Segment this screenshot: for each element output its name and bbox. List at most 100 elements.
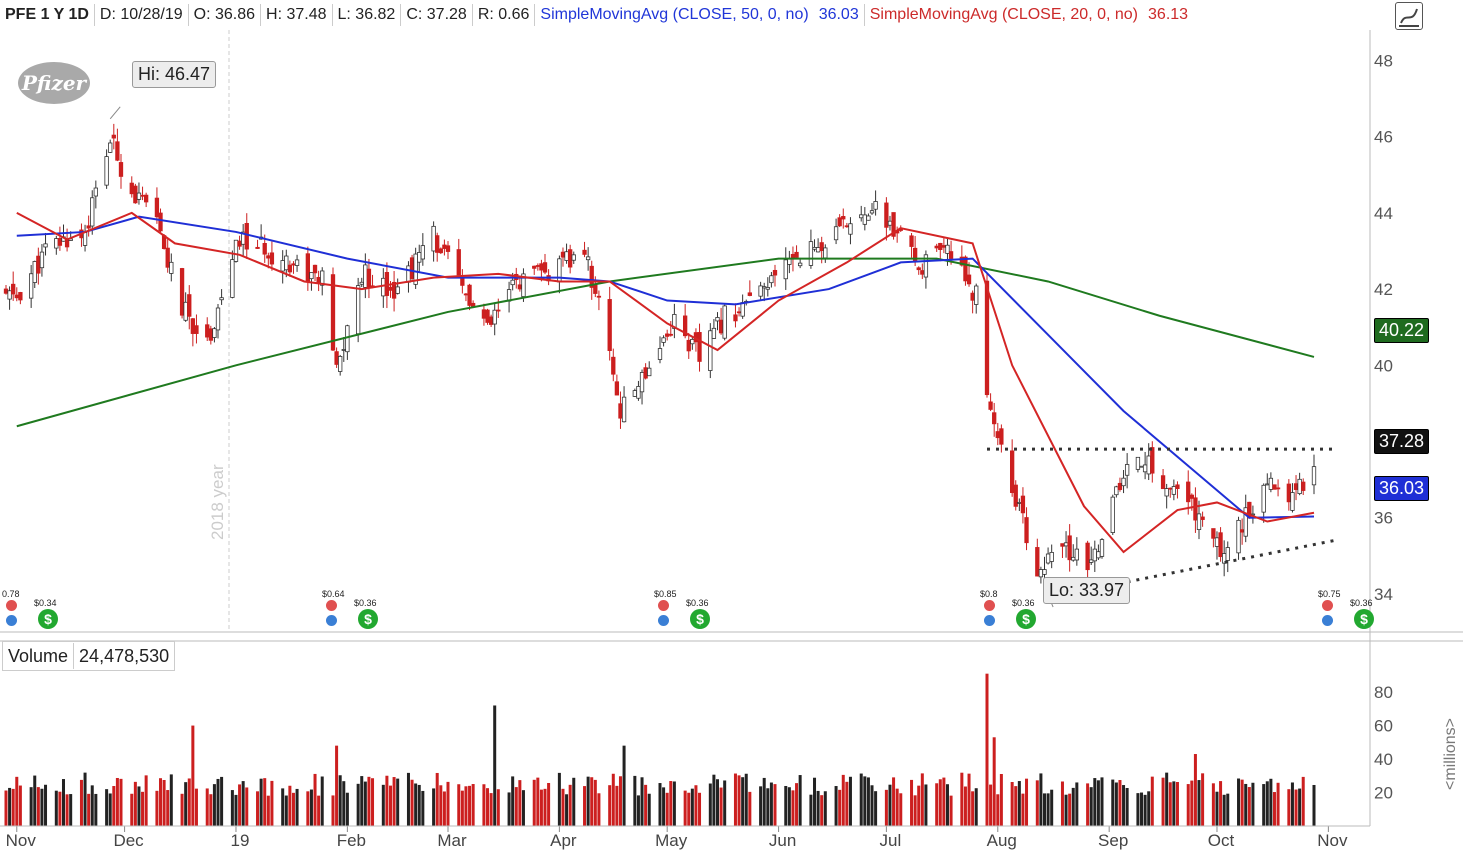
candle-body <box>158 212 163 232</box>
candle-body <box>794 251 799 258</box>
candle-body <box>485 309 490 323</box>
volume-bar <box>335 745 339 826</box>
candle-body <box>787 258 792 265</box>
volume-bar <box>331 795 335 826</box>
dividend-icon[interactable]: $ <box>690 609 710 629</box>
candle-body <box>1089 559 1094 563</box>
open-label: O: 36.86 <box>193 6 256 23</box>
candle-body <box>1009 450 1015 494</box>
symbol-label[interactable]: PFE 1 Y 1D <box>5 6 89 23</box>
volume-bar <box>317 795 321 826</box>
volume-bar <box>209 794 213 826</box>
dividend-icon[interactable]: $ <box>38 609 58 629</box>
dividend-icon[interactable]: $ <box>358 609 378 629</box>
price-axis-tick: 40 <box>1374 356 1393 375</box>
price-axis-tick: 36 <box>1374 509 1393 528</box>
candle-body <box>769 275 774 284</box>
earnings-icon[interactable] <box>6 600 17 611</box>
high-label: H: 37.48 <box>266 6 327 23</box>
volume-bar <box>583 786 587 826</box>
earnings-icon[interactable] <box>1322 600 1333 611</box>
candle-body <box>758 285 763 297</box>
candle-body <box>488 316 494 325</box>
volume-bar <box>385 775 389 826</box>
sma50-legend[interactable]: SimpleMovingAvg (CLOSE, 50, 0, no) <box>540 6 809 23</box>
candle-body <box>614 381 620 396</box>
volume-bar <box>859 773 863 826</box>
sma20-legend[interactable]: SimpleMovingAvg (CLOSE, 20, 0, no) <box>869 6 1139 23</box>
range-label: R: 0.66 <box>477 6 530 23</box>
volume-bar <box>1064 794 1068 826</box>
candle-body <box>406 265 411 283</box>
volume-bar <box>482 784 486 826</box>
drawing-tool-icon[interactable] <box>1395 2 1423 30</box>
volume-bar <box>895 788 899 826</box>
volume-bar <box>320 776 324 826</box>
volume-bar <box>108 793 112 826</box>
volume-bar <box>795 783 799 826</box>
candle-body <box>887 220 893 226</box>
info-icon[interactable] <box>6 615 17 626</box>
volume-bar <box>1140 792 1144 826</box>
info-icon[interactable] <box>1322 615 1333 626</box>
candle-body <box>589 265 594 288</box>
candle-body <box>1261 484 1266 513</box>
candle-body <box>765 287 770 290</box>
candle-body <box>1092 548 1097 562</box>
volume-bar <box>471 784 475 826</box>
candle-body <box>32 261 37 283</box>
candle-body <box>866 215 871 221</box>
volume-bar <box>180 793 184 826</box>
candle-body <box>136 192 142 200</box>
volume-bar <box>1240 779 1244 826</box>
event-amount-label: $0.36 <box>686 598 709 608</box>
candle-body <box>39 251 45 269</box>
volume-bar <box>1075 782 1079 826</box>
volume-bar <box>547 782 551 826</box>
candle-body <box>1168 487 1173 490</box>
info-icon[interactable] <box>326 615 337 626</box>
candle-body <box>431 225 436 252</box>
volume-bar <box>159 778 163 826</box>
date-axis-tick: Aug <box>987 831 1017 850</box>
info-icon[interactable] <box>658 615 669 626</box>
candle-body <box>438 248 443 254</box>
candle-body <box>1268 477 1274 490</box>
candle-body <box>621 396 627 423</box>
volume-bar <box>1175 781 1179 826</box>
sma50-line <box>16 215 1315 519</box>
volume-bar <box>338 775 342 826</box>
candle-body <box>517 284 523 290</box>
volume-bar <box>58 791 62 826</box>
candle-body <box>844 225 850 228</box>
earnings-icon[interactable] <box>326 600 337 611</box>
dividend-icon[interactable]: $ <box>1016 609 1036 629</box>
volume-bar <box>672 781 676 826</box>
candle-body <box>708 330 713 371</box>
event-dividend-label: $0.64 <box>322 589 345 599</box>
volume-bar <box>949 795 953 826</box>
earnings-icon[interactable] <box>658 600 669 611</box>
volume-bar <box>133 781 137 826</box>
candle-body <box>582 249 587 255</box>
candle-body <box>869 210 875 214</box>
candle-body <box>1186 481 1191 503</box>
volume-bar <box>985 673 989 826</box>
info-icon[interactable] <box>984 615 995 626</box>
candle-body <box>718 319 724 334</box>
volume-bar <box>356 783 360 826</box>
candle-body <box>208 328 213 341</box>
dividend-icon[interactable]: $ <box>1354 609 1374 629</box>
price-axis-tick: 48 <box>1374 51 1393 70</box>
volume-bar <box>381 784 385 826</box>
volume-bar <box>446 781 450 826</box>
candle-body <box>143 194 149 203</box>
candle-body <box>564 251 569 261</box>
volume-bar <box>1039 773 1043 826</box>
earnings-icon[interactable] <box>984 600 995 611</box>
volume-bar <box>281 788 285 826</box>
volume-bar <box>863 776 867 826</box>
volume-bar <box>15 776 19 826</box>
candle-body <box>320 270 325 286</box>
